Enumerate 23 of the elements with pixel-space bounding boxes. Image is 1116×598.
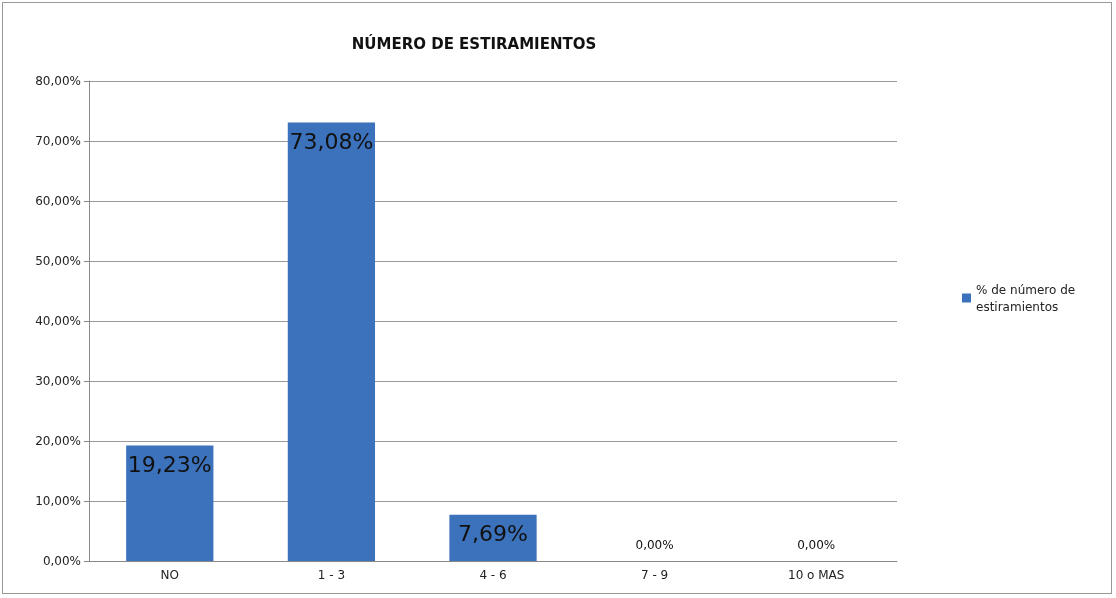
- x-tick-label: 7 - 9: [640, 568, 669, 582]
- y-tick-label: 20,00%: [35, 434, 81, 448]
- data-label: 0,00%: [635, 538, 674, 552]
- bar: [126, 445, 214, 561]
- data-label: 0,00%: [797, 538, 836, 552]
- y-tick-label: 70,00%: [35, 134, 81, 148]
- data-label: 73,08%: [289, 129, 374, 155]
- x-tick-label: 10 o MAS: [787, 568, 845, 582]
- data-label: 7,69%: [458, 521, 528, 547]
- y-tick-label: 30,00%: [35, 374, 81, 388]
- legend-label: % de número de estiramientos: [976, 282, 1079, 314]
- y-tick-label: 50,00%: [35, 254, 81, 268]
- y-tick-label: 80,00%: [35, 74, 81, 88]
- chart-title: NÚMERO DE ESTIRAMIENTOS: [351, 33, 597, 53]
- y-tick-label: 10,00%: [35, 494, 81, 508]
- y-tick-label: 60,00%: [35, 194, 81, 208]
- x-tick-label: NO: [160, 568, 180, 582]
- x-tick-label: 4 - 6: [479, 568, 507, 582]
- y-tick-label: 0,00%: [42, 554, 81, 568]
- bar: [287, 122, 376, 561]
- y-tick-label: 40,00%: [35, 314, 81, 328]
- x-tick-label: 1 - 3: [317, 568, 346, 582]
- data-label: 19,23%: [127, 452, 212, 478]
